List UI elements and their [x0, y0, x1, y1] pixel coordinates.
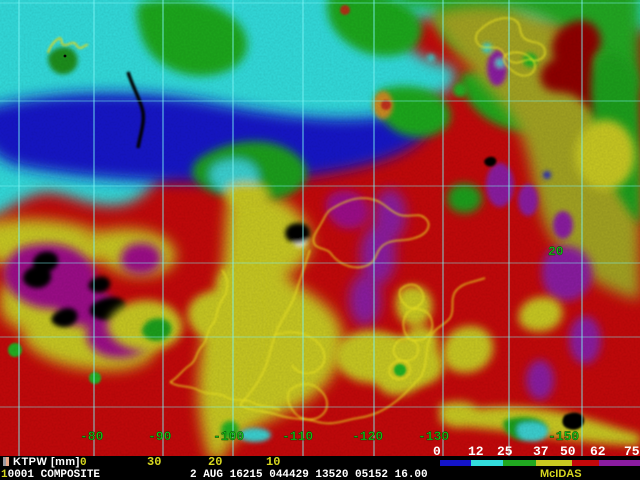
svg-text:-130: -130	[418, 429, 449, 444]
svg-text:30: 30	[147, 455, 161, 469]
svg-text:KTPW [mm]: KTPW [mm]	[13, 456, 80, 468]
svg-text:20: 20	[208, 455, 222, 469]
svg-text:37: 37	[533, 444, 549, 459]
svg-text:0: 0	[433, 444, 441, 459]
svg-text:10001 COMPOSITE: 10001 COMPOSITE	[1, 469, 100, 480]
svg-text:20: 20	[548, 244, 564, 259]
svg-text:-80: -80	[80, 429, 104, 444]
svg-text:0: 0	[80, 457, 87, 469]
svg-text:McIDAS: McIDAS	[540, 468, 582, 480]
svg-text:-90: -90	[148, 429, 172, 444]
svg-text:12: 12	[468, 444, 484, 459]
svg-text:25: 25	[497, 444, 513, 459]
svg-text:50: 50	[560, 444, 576, 459]
svg-text:62: 62	[590, 444, 606, 459]
svg-text:-150: -150	[548, 429, 579, 444]
svg-text:2 AUG 16215 044429 13520 05152: 2 AUG 16215 044429 13520 05152 16.00	[190, 469, 428, 480]
svg-text:-120: -120	[352, 429, 383, 444]
svg-text:-110: -110	[282, 429, 313, 444]
svg-text:75: 75	[624, 444, 640, 459]
svg-text:10: 10	[266, 455, 280, 469]
svg-text:-100: -100	[213, 429, 244, 444]
